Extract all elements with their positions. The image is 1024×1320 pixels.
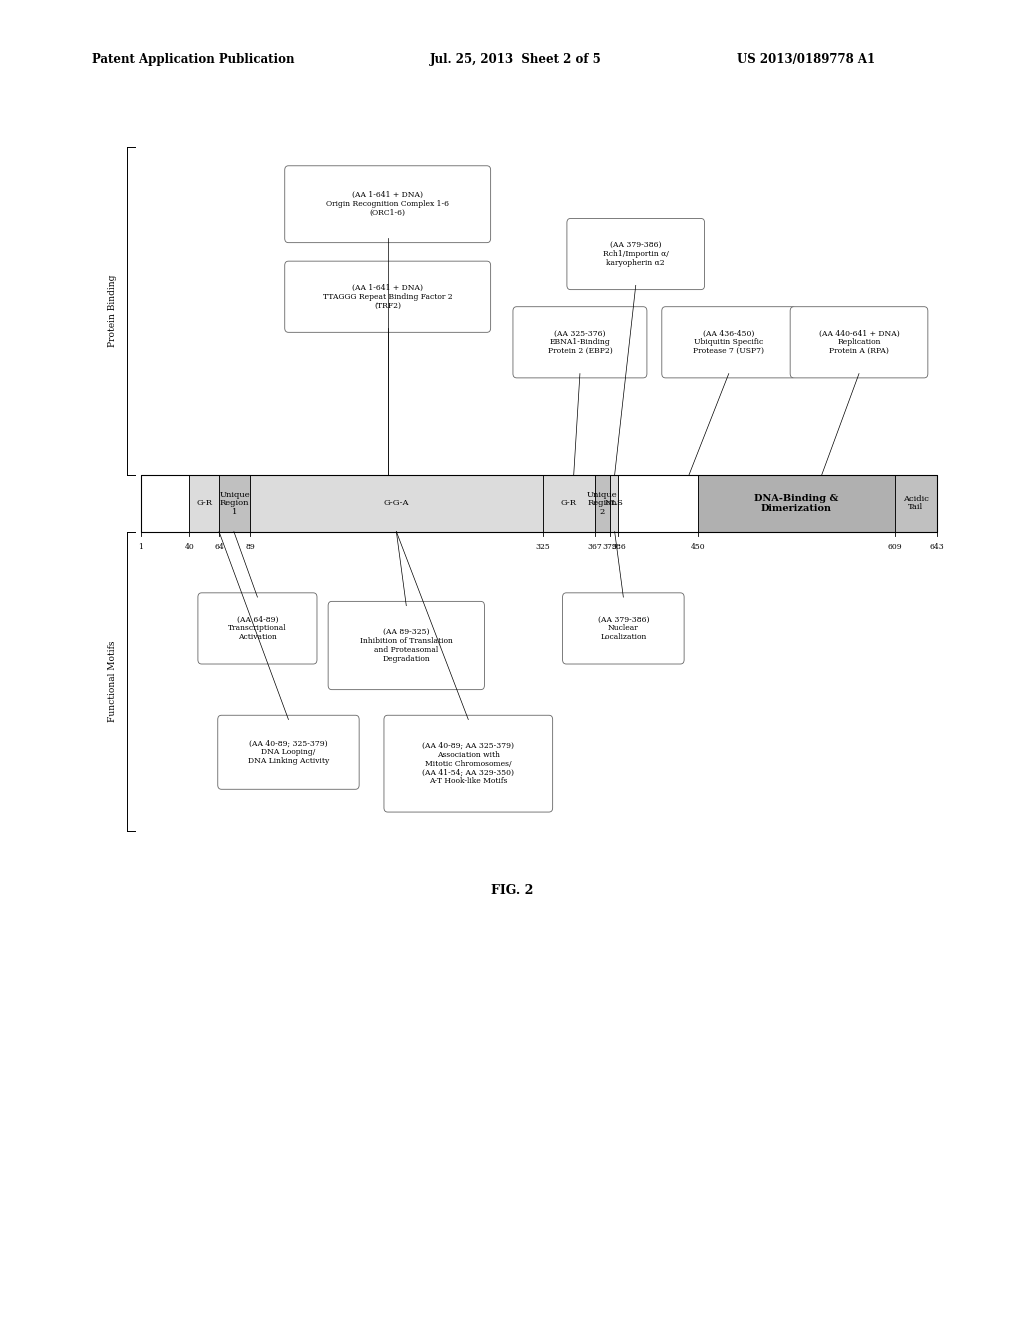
Text: (AA 1-641 + DNA)
Origin Recognition Complex 1-6
(ORC1-6): (AA 1-641 + DNA) Origin Recognition Comp… — [327, 191, 450, 216]
Text: G-G-A: G-G-A — [384, 499, 410, 507]
Text: 643: 643 — [930, 543, 944, 550]
Bar — [250, 475, 543, 532]
Bar — [141, 475, 937, 532]
Bar — [141, 475, 189, 532]
Text: (AA 40-89; 325-379)
DNA Looping/
DNA Linking Activity: (AA 40-89; 325-379) DNA Looping/ DNA Lin… — [248, 739, 329, 766]
FancyBboxPatch shape — [218, 715, 359, 789]
FancyBboxPatch shape — [198, 593, 317, 664]
FancyBboxPatch shape — [285, 261, 490, 333]
Text: Unique
Region
1: Unique Region 1 — [219, 491, 250, 516]
Text: G-R: G-R — [197, 499, 212, 507]
Text: NLS: NLS — [604, 499, 624, 507]
Bar — [219, 475, 250, 532]
Text: (AA 379-386)
Rch1/Importin α/
karyopherin α2: (AA 379-386) Rch1/Importin α/ karyopheri… — [603, 242, 669, 267]
Text: DNA-Binding &
Dimerization: DNA-Binding & Dimerization — [755, 494, 839, 512]
Text: G-R: G-R — [561, 499, 577, 507]
Text: (AA 1-641 + DNA)
TTAGGG Repeat Binding Factor 2
(TRF2): (AA 1-641 + DNA) TTAGGG Repeat Binding F… — [323, 284, 453, 310]
Text: (AA 64-89)
Transcriptional
Activation: (AA 64-89) Transcriptional Activation — [228, 615, 287, 642]
FancyBboxPatch shape — [562, 593, 684, 664]
Text: Jul. 25, 2013  Sheet 2 of 5: Jul. 25, 2013 Sheet 2 of 5 — [430, 53, 602, 66]
Text: 379: 379 — [602, 543, 617, 550]
Text: (AA 89-325)
Inhibition of Translation
and Proteasomal
Degradation: (AA 89-325) Inhibition of Translation an… — [359, 628, 453, 663]
Bar — [595, 475, 609, 532]
FancyBboxPatch shape — [567, 218, 705, 289]
Text: (AA 40-89; AA 325-379)
Association with
Mitotic Chromosomes/
(AA 41-54; AA 329-3: (AA 40-89; AA 325-379) Association with … — [422, 742, 514, 785]
Text: Protein Binding: Protein Binding — [108, 275, 117, 347]
Text: FIG. 2: FIG. 2 — [490, 884, 534, 898]
Text: 609: 609 — [888, 543, 902, 550]
FancyBboxPatch shape — [662, 306, 796, 378]
FancyBboxPatch shape — [384, 715, 553, 812]
Bar — [895, 475, 937, 532]
Text: 89: 89 — [245, 543, 255, 550]
Text: 1: 1 — [138, 543, 143, 550]
Bar — [618, 475, 697, 532]
FancyBboxPatch shape — [285, 166, 490, 243]
Bar — [609, 475, 618, 532]
Text: 64: 64 — [214, 543, 224, 550]
Text: 40: 40 — [184, 543, 195, 550]
Text: Acidic
Tail: Acidic Tail — [903, 495, 929, 511]
Text: Unique
Region
2: Unique Region 2 — [587, 491, 617, 516]
Text: Functional Motifs: Functional Motifs — [108, 640, 117, 722]
Text: 450: 450 — [690, 543, 706, 550]
FancyBboxPatch shape — [791, 306, 928, 378]
Text: 325: 325 — [536, 543, 550, 550]
Bar — [697, 475, 895, 532]
Text: US 2013/0189778 A1: US 2013/0189778 A1 — [737, 53, 876, 66]
Text: (AA 379-386)
Nuclear
Localization: (AA 379-386) Nuclear Localization — [598, 615, 649, 642]
FancyBboxPatch shape — [328, 602, 484, 689]
Bar — [543, 475, 595, 532]
Text: (AA 325-376)
EBNA1-Binding
Protein 2 (EBP2): (AA 325-376) EBNA1-Binding Protein 2 (EB… — [548, 330, 612, 355]
FancyBboxPatch shape — [513, 306, 647, 378]
Text: Patent Application Publication: Patent Application Publication — [92, 53, 295, 66]
Bar — [189, 475, 219, 532]
Text: (AA 440-641 + DNA)
Replication
Protein A (RPA): (AA 440-641 + DNA) Replication Protein A… — [818, 330, 899, 355]
Text: 386: 386 — [611, 543, 626, 550]
Text: 367: 367 — [588, 543, 602, 550]
Text: (AA 436-450)
Ubiquitin Specific
Protease 7 (USP7): (AA 436-450) Ubiquitin Specific Protease… — [693, 330, 764, 355]
